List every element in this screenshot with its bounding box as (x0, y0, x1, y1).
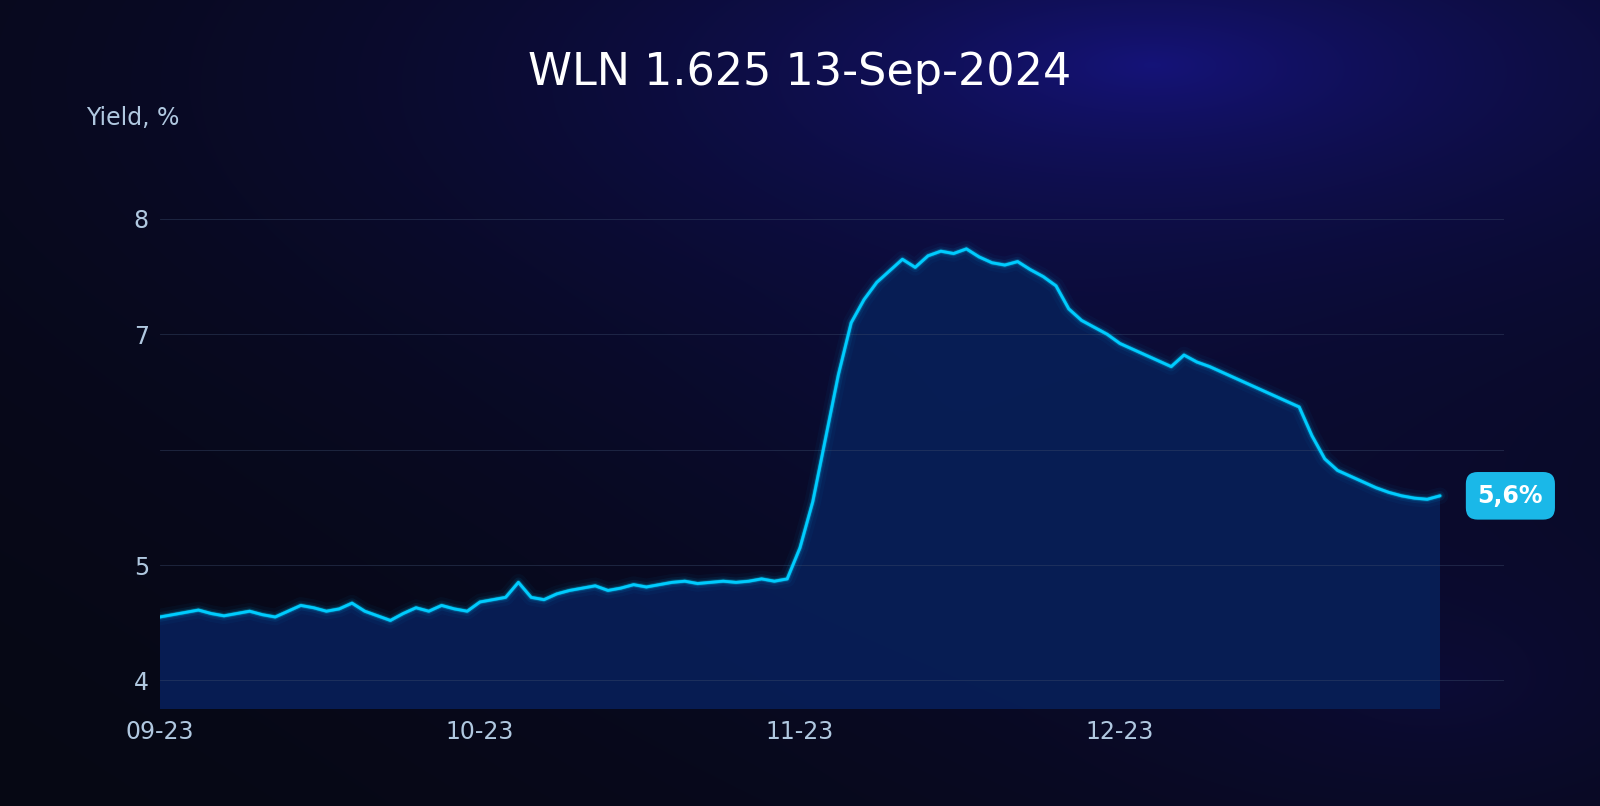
Text: Yield, %: Yield, % (86, 106, 179, 131)
Polygon shape (160, 249, 1440, 709)
Polygon shape (160, 249, 1440, 709)
Text: WLN 1.625 13-Sep-2024: WLN 1.625 13-Sep-2024 (528, 51, 1072, 94)
Polygon shape (160, 249, 1440, 709)
Text: 5,6%: 5,6% (1478, 484, 1542, 508)
